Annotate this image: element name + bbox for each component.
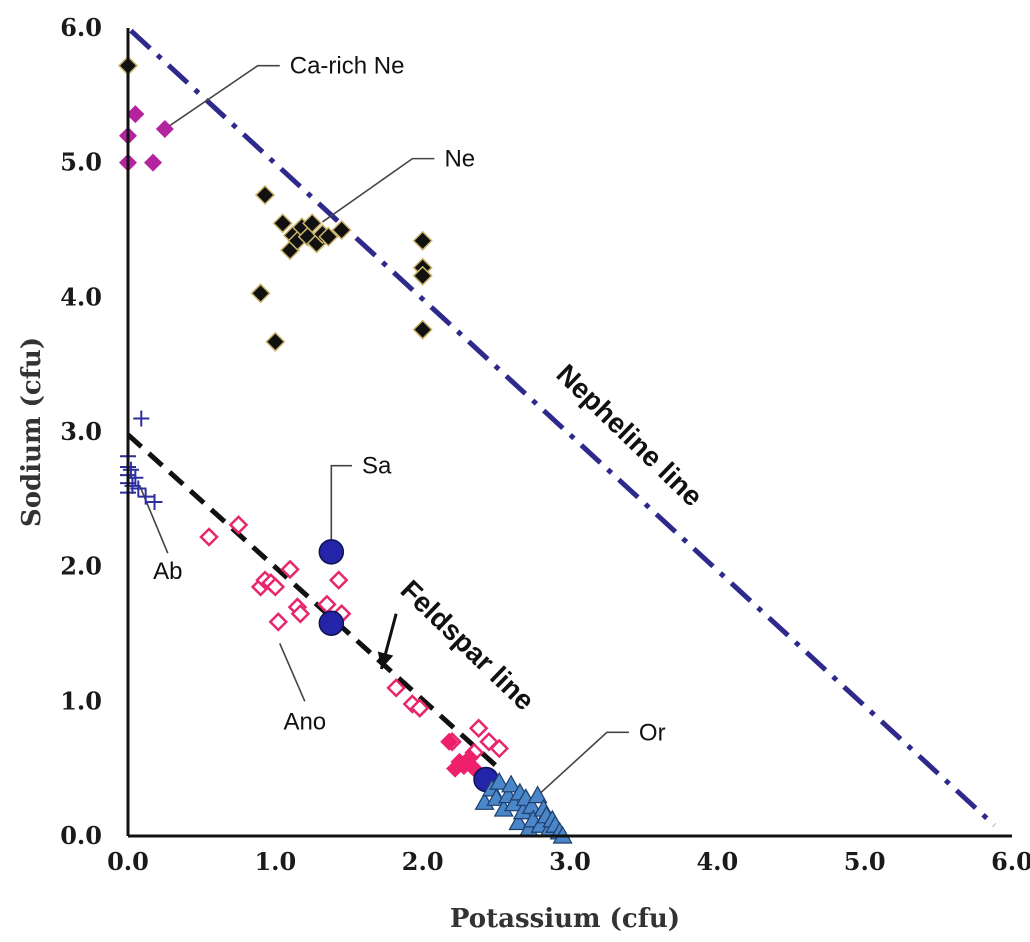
data-point [265,577,286,597]
y-tick-label: 4.0 [60,282,102,311]
y-tick-label: 2.0 [60,552,102,581]
data-point [254,184,276,206]
data-point [122,461,139,478]
data-point [155,120,174,138]
x-tick-label: 3.0 [549,847,591,876]
series-ne [117,55,433,352]
data-point [409,698,430,718]
data-point [412,265,433,286]
axes [126,28,1012,838]
annotation-leader [322,157,435,223]
data-point [318,226,339,247]
annotation-leader [330,464,352,552]
data-point [250,283,271,304]
data-point [144,153,163,172]
data-point [489,738,510,759]
data-point [133,410,150,427]
x-axis-title: Potassium (cfu) [450,904,680,934]
annotation-leader [164,64,280,130]
annotations: Ca-rich Ne Ne Sa Ab Ano Or [139,53,666,803]
series-ano [440,732,484,778]
data-point [280,559,300,580]
data-point [412,230,433,251]
data-point [331,219,352,241]
y-tick-label: 5.0 [60,148,102,177]
annotation-label: Sa [362,453,392,480]
annotation-label: Or [639,719,666,746]
data-point [137,488,154,505]
data-point [468,718,489,739]
data-point [268,612,289,632]
x-tick-label: 5.0 [844,847,886,876]
data-point [412,319,433,340]
annotation-leader [279,643,306,702]
data-points [117,55,573,844]
y-tick-label: 6.0 [60,13,102,42]
x-tick-label: 2.0 [402,847,444,876]
data-point [146,494,163,511]
reference-lines [126,28,997,828]
data-point [265,331,286,352]
data-point [328,570,349,590]
y-tick-label: 0.0 [60,821,102,850]
data-point [127,469,144,486]
annotation-label: Ano [283,708,326,735]
y-axis-title: Sodium (cfu) [17,337,47,527]
data-point [130,480,147,497]
series-or [474,771,573,844]
y-tick-label: 1.0 [60,686,102,715]
nepheline-line [129,28,997,828]
data-point [489,771,510,790]
annotation-label: Ca-rich Ne [290,53,405,80]
y-tick-label: 3.0 [60,417,102,446]
data-point [501,774,522,793]
data-point [126,105,145,124]
data-point [318,539,345,565]
data-point [290,604,311,624]
annotation-label: Ab [153,558,182,585]
data-point [527,785,548,804]
feldspar-arrow-head [377,651,394,670]
data-point [272,213,293,234]
x-tick-label: 6.0 [991,847,1030,876]
annotation-label: Ne [444,146,475,173]
data-point [302,213,323,234]
tick-labels: 0.0 1.0 2.0 3.0 4.0 5.0 6.0 0.0 1.0 2.0 3.0 4.0 5.0 6… [60,13,1030,876]
x-tick-label: 4.0 [696,847,738,876]
data-point [440,732,459,751]
data-point [199,527,219,547]
data-point [508,812,529,831]
x-tick-label: 1.0 [254,847,296,876]
x-tick-label: 0.0 [107,847,149,876]
annotation-leader [529,731,629,803]
data-point [318,610,345,636]
data-point [228,515,249,535]
data-point [386,678,406,698]
feldspar-line-label: Feldspar line [395,574,541,716]
